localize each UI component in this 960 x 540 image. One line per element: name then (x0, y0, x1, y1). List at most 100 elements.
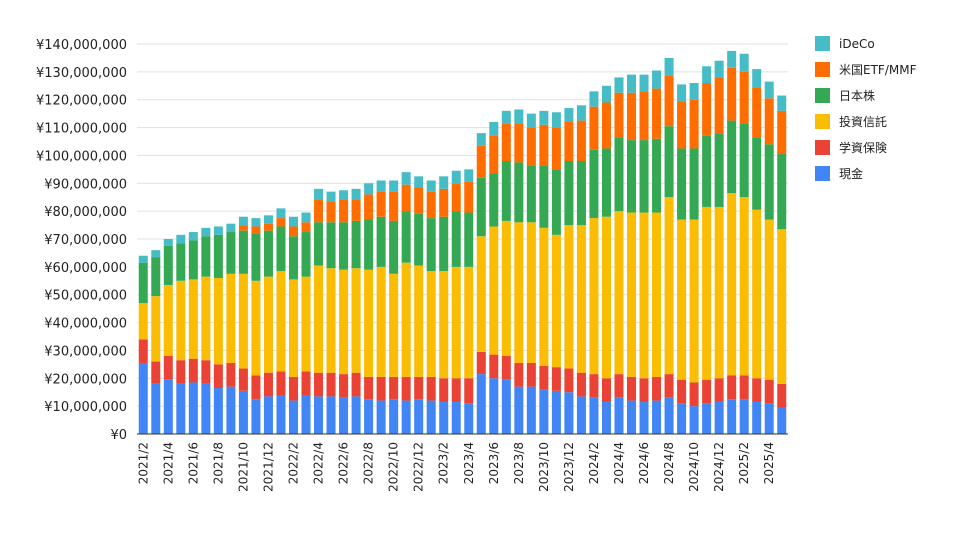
bar-segment (364, 399, 374, 434)
bar-segment (464, 266, 474, 379)
x-axis: 2021/2 2021/4 2021/6 2021/8 2021/10 2021/12 20… (136, 433, 788, 492)
legend-item: 米国ETF/MMF (815, 62, 917, 77)
bar-segment (677, 219, 687, 380)
bar-stack (689, 83, 699, 434)
bar-segment (764, 379, 774, 404)
bar-segment (226, 386, 236, 434)
bar-segment (314, 200, 324, 223)
bar-segment (151, 383, 161, 434)
bar-segment (601, 216, 611, 379)
bar-segment (188, 382, 198, 434)
y-tick-label: ¥30,000,000 (44, 344, 127, 359)
bar-segment (614, 397, 624, 434)
bar-segment (301, 276, 311, 372)
bar-segment (238, 368, 248, 391)
bar-segment (426, 218, 436, 272)
bar-segment (238, 273, 248, 369)
bar-segment (752, 401, 762, 434)
bar-segment (238, 230, 248, 274)
bar-segment (752, 87, 762, 138)
bar-segment (714, 378, 724, 402)
bar-stack (151, 250, 161, 434)
bar-segment (576, 120, 586, 161)
bar-segment (664, 57, 674, 77)
bar-segment (489, 354, 499, 379)
bar-segment (314, 396, 324, 434)
bar-segment (414, 213, 424, 266)
bar-segment (376, 400, 386, 434)
y-tick-label: ¥60,000,000 (44, 261, 127, 276)
bar-segment (401, 376, 411, 401)
bar-segment (752, 209, 762, 379)
y-tick-label: ¥40,000,000 (44, 317, 127, 332)
bar-segment (689, 219, 699, 383)
legend-label: 投資信託 (839, 114, 887, 129)
x-tick-label: 2021/8 (211, 442, 225, 484)
bar-segment (439, 271, 449, 379)
y-tick-label: ¥0 (110, 428, 127, 443)
bar-stack (251, 218, 261, 434)
x-tick-label: 2022/12 (412, 442, 426, 492)
bar-segment (326, 201, 336, 223)
x-tick-label: 2022/8 (362, 442, 376, 484)
bar-segment (614, 77, 624, 93)
bar-segment (451, 378, 461, 402)
bar-segment (389, 399, 399, 434)
bar-segment (339, 200, 349, 223)
bar-segment (439, 401, 449, 434)
bar-segment (451, 170, 461, 184)
legend-swatch (815, 140, 830, 155)
bar-stack (764, 81, 774, 434)
bar-segment (501, 220, 511, 356)
bar-segment (176, 383, 186, 434)
bar-segment (401, 184, 411, 212)
bar-stack (714, 60, 724, 434)
bar-stack (664, 57, 674, 434)
bar-segment (326, 396, 336, 434)
bar-segment (301, 395, 311, 434)
bar-segment (639, 91, 649, 141)
bar-segment (551, 127, 561, 170)
bar-segment (589, 91, 599, 107)
x-tick-label: 2024/12 (712, 442, 726, 492)
bar-segment (777, 95, 787, 111)
y-tick-label: ¥140,000,000 (36, 38, 127, 53)
bar-segment (652, 88, 662, 139)
bar-segment (777, 154, 787, 230)
bar-segment (226, 273, 236, 363)
y-tick-label: ¥120,000,000 (36, 94, 127, 109)
bar-segment (138, 339, 148, 363)
bar-segment (777, 407, 787, 434)
bar-stack (564, 108, 574, 434)
bar-segment (151, 296, 161, 362)
bar-segment (564, 225, 574, 369)
x-tick-label: 2022/6 (337, 442, 351, 484)
bar-segment (276, 271, 286, 372)
bar-segment (539, 365, 549, 390)
bar-segment (201, 360, 211, 384)
bar-segment (439, 216, 449, 272)
bar-segment (614, 211, 624, 375)
bar-segment (213, 278, 223, 365)
bar-segment (677, 101, 687, 149)
bar-segment (301, 232, 311, 277)
legend-item: 日本株 (815, 88, 875, 103)
bar-segment (476, 351, 486, 375)
bar-stack (752, 69, 762, 434)
bar-stack (514, 109, 524, 434)
bar-segment (739, 375, 749, 400)
y-tick-label: ¥20,000,000 (44, 372, 127, 387)
bar-segment (614, 374, 624, 398)
x-tick-label: 2023/4 (462, 442, 476, 484)
bar-segment (376, 180, 386, 192)
bar-segment (727, 399, 737, 434)
bar-stack (201, 227, 211, 434)
bar-segment (151, 250, 161, 258)
bar-segment (151, 361, 161, 384)
bar-segment (251, 218, 261, 227)
bars-layer (138, 50, 787, 434)
bar-segment (576, 161, 586, 226)
bar-segment (288, 400, 298, 434)
bar-segment (702, 83, 712, 136)
